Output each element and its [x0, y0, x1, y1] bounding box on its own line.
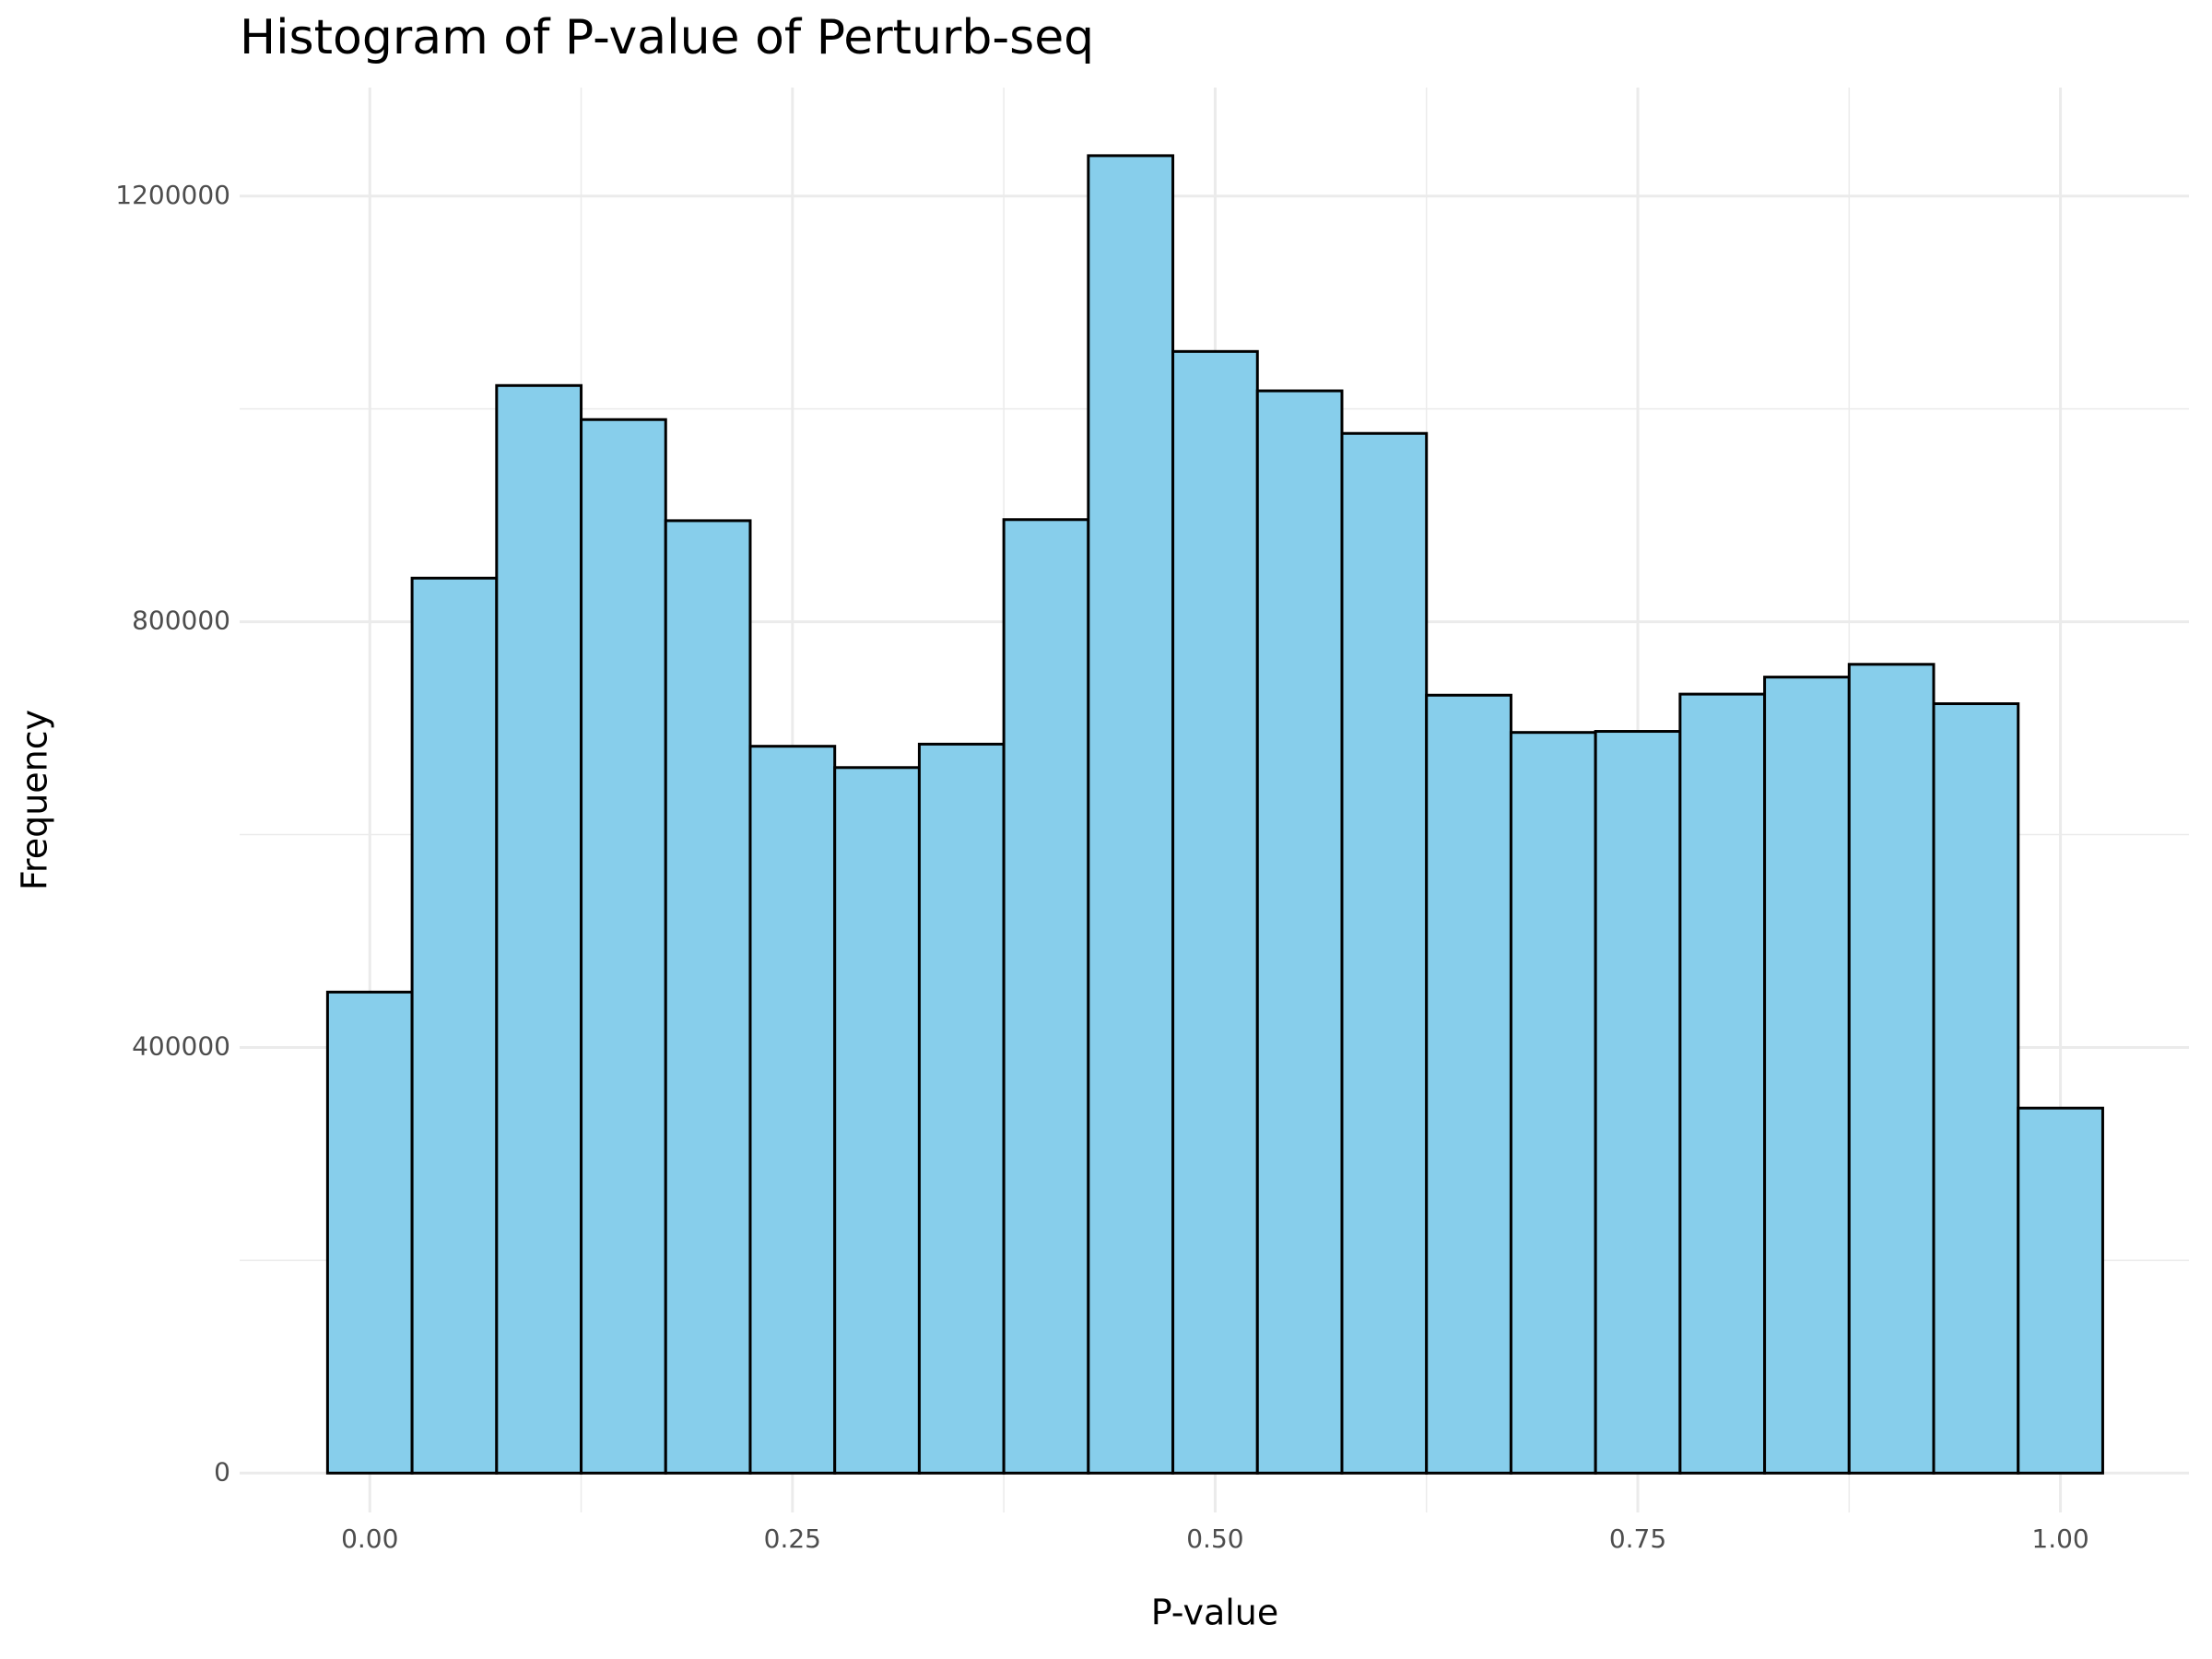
bar: [325, 990, 414, 1475]
y-axis-title: Frequency: [15, 710, 55, 890]
y-tick-label: 1200000: [115, 180, 230, 210]
bar: [1594, 730, 1682, 1475]
x-tick-label: 0.00: [341, 1524, 398, 1554]
y-tick-label: 0: [214, 1456, 230, 1487]
x-tick-label: 0.50: [1186, 1524, 1243, 1554]
x-tick-label: 0.25: [764, 1524, 821, 1554]
bar: [833, 766, 921, 1475]
bar: [1763, 676, 1851, 1475]
bar: [1340, 431, 1429, 1475]
bar: [917, 742, 1006, 1475]
chart-title: Histogram of P-value of Perturb-seq: [240, 10, 1094, 65]
x-tick-label: 1.00: [2031, 1524, 2088, 1554]
bar: [748, 745, 837, 1475]
bar: [1678, 692, 1767, 1475]
y-tick-label: 400000: [132, 1030, 230, 1061]
bar: [495, 383, 583, 1475]
bar: [1932, 702, 2020, 1475]
bar: [1171, 349, 1259, 1475]
x-axis-title: P-value: [1151, 1593, 1279, 1633]
bar: [410, 576, 499, 1475]
bar: [1847, 663, 1936, 1475]
y-tick-label: 800000: [132, 606, 230, 636]
bar: [1255, 389, 1344, 1475]
bar: [1002, 518, 1090, 1475]
bar: [580, 418, 667, 1475]
bar: [664, 519, 752, 1475]
bar: [2017, 1106, 2104, 1475]
bar: [1087, 154, 1175, 1475]
x-tick-label: 0.75: [1609, 1524, 1666, 1554]
bar: [1509, 731, 1597, 1475]
bar: [1425, 693, 1512, 1475]
